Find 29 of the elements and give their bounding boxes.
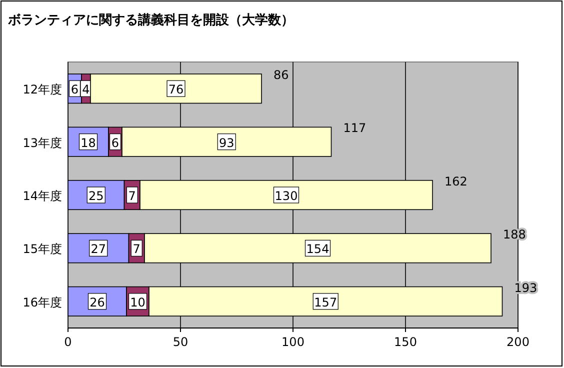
data-label: 6 <box>111 136 120 150</box>
y-tick-label: 16年度 <box>22 295 62 310</box>
data-label: 154 <box>306 242 330 256</box>
data-label: 18 <box>80 136 96 150</box>
data-label: 7 <box>132 242 140 256</box>
x-tick-label: 200 <box>506 335 530 349</box>
data-label: 4 <box>82 82 90 97</box>
data-label: 76 <box>168 82 184 97</box>
data-label: 130 <box>274 189 298 203</box>
y-tick-label: 14年度 <box>22 189 62 203</box>
y-tick-label: 15年度 <box>22 242 62 256</box>
y-tick-label: 13年度 <box>22 136 62 150</box>
data-label: 27 <box>90 242 106 256</box>
data-label: 7 <box>128 189 136 203</box>
y-tick-label: 12年度 <box>22 82 62 97</box>
data-label: 6 <box>70 82 79 97</box>
data-label: 10 <box>130 295 146 310</box>
total-label: 117 <box>343 121 366 136</box>
x-tick-label: 100 <box>282 335 304 349</box>
x-tick-label: 150 <box>394 335 417 349</box>
total-label: 86 <box>274 68 289 82</box>
total-label: 162 <box>444 174 468 188</box>
data-label: 25 <box>88 189 104 203</box>
x-tick-label: 0 <box>64 335 72 349</box>
data-label: 93 <box>218 136 234 150</box>
data-label: 26 <box>90 295 105 310</box>
data-label: 157 <box>314 295 338 310</box>
chart-title: ボランティアに関する講義科目を開設（大学数） <box>7 12 294 28</box>
x-tick-label: 50 <box>172 335 188 349</box>
